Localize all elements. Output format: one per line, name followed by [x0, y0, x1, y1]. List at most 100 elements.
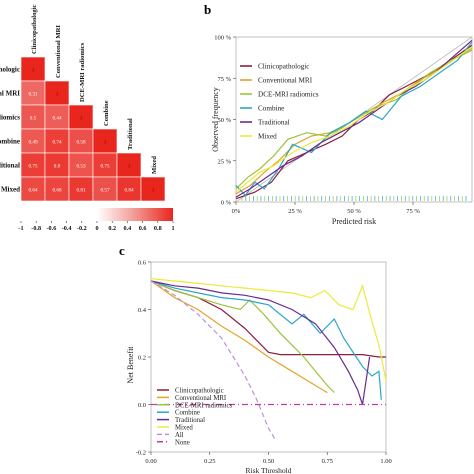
heatmap-col-label: Mixed: [151, 156, 158, 174]
dca-series-line: [150, 278, 387, 381]
legend-label: Combine: [175, 410, 200, 417]
heatmap-row-label: athologic: [0, 66, 20, 74]
x-tick-label: 25 %: [288, 208, 302, 215]
heatmap-cell-value: 0.44: [52, 116, 61, 122]
heatmap-col-label: Combine: [103, 100, 110, 126]
x-tick-label: 0.00: [145, 458, 156, 465]
legend-label: Conventional MRI: [175, 395, 227, 402]
correlation-heatmap: 1 0.31 1 0.5 0.44 1 0.49 0.74 0.58 1 0.75 0.8 0.53 0.…: [0, 4, 166, 202]
heatmap-cell: [92, 152, 118, 178]
colorbar-tick-label: -0.6: [47, 225, 57, 232]
legend-label: Mixed: [258, 133, 277, 141]
heatmap-cell-value: 0.84: [124, 188, 133, 194]
legend-label: DCE-MRI radiomics: [175, 402, 233, 409]
heatmap-cell: [20, 176, 46, 202]
heatmap-cell-value: 1: [80, 116, 83, 122]
heatmap-cell-value: 0.53: [76, 164, 85, 170]
x-tick-label: 0%: [232, 208, 241, 215]
colorbar-tick-label: 0.2: [108, 225, 116, 232]
heatmap-cell: [92, 128, 118, 154]
legend-label: Combine: [258, 105, 284, 113]
y-axis-label: Observed frequency: [211, 87, 220, 152]
colorbar-tick-label: 0: [95, 225, 98, 232]
heatmap-cell: [68, 104, 94, 130]
heatmap-col-label: Clinicopathologic: [31, 4, 38, 54]
heatmap-cell-value: 0.57: [100, 188, 109, 194]
heatmap-cell-value: 0.81: [76, 188, 85, 194]
calibration-series-line: [235, 46, 473, 193]
dca-series-line: [150, 280, 328, 394]
heatmap-col-label: DCE-MRI radiomics: [79, 42, 86, 102]
colorbar-bar: [21, 208, 173, 221]
legend-label: Traditional: [258, 119, 290, 127]
heatmap-cell: [116, 176, 142, 202]
heatmap-cell: [92, 176, 118, 202]
decision-curve-plot: -0.2 0.0 0.2 0.4 0.6 0.00 0.25 0.50 0.75 1.00 Clin…: [126, 260, 392, 474]
y-tick-label: 100 %: [214, 35, 231, 42]
y-tick-label: 0.0: [138, 402, 146, 409]
heatmap-cell: [44, 128, 70, 154]
calibration-series-line: [235, 41, 473, 197]
colorbar-tick-label: 0.4: [124, 225, 132, 232]
heatmap-cell-value: 1: [32, 68, 35, 74]
legend-label: Clinicopathologic: [175, 388, 224, 395]
calibration-plot: 0 % 25 % 50 % 75 % 100 % 0% 25 % 50 % 75 % Clinic…: [211, 35, 473, 226]
y-tick-label: 75 %: [217, 76, 231, 83]
x-tick-label: 0.50: [263, 458, 274, 465]
heatmap-cell-value: 1: [104, 140, 107, 146]
x-tick-label: 75 %: [406, 208, 420, 215]
heatmap-col-label: Conventional MRI: [55, 25, 62, 78]
heatmap-cell-value: 0.58: [76, 140, 85, 146]
heatmap-row-label: radiomics: [0, 114, 20, 122]
colorbar-tick-label: -1: [18, 225, 23, 232]
dca-series-line: [150, 280, 371, 405]
colorbar-tick-label: 1: [171, 225, 174, 232]
y-tick-label: 0.4: [138, 307, 147, 314]
y-tick-label: 0.6: [138, 260, 147, 267]
heatmap-cell-value: 0.31: [28, 92, 37, 98]
heatmap-cell-value: 1: [56, 92, 59, 98]
legend-label: Mixed: [175, 425, 193, 432]
heatmap-cell-value: 0.74: [52, 140, 61, 146]
heatmap-row-label: Mixed: [1, 186, 20, 194]
y-tick-label: 0.2: [138, 355, 146, 362]
heatmap-row-label: nal MRI: [0, 90, 20, 98]
colorbar-tick-label: 0.8: [154, 225, 162, 232]
y-tick-label: 50 %: [217, 117, 231, 124]
heatmap-cell: [20, 80, 46, 106]
x-tick-label: 0.75: [322, 458, 333, 465]
colorbar-tick-label: -0.2: [77, 225, 87, 232]
heatmap-cell-value: 0.75: [28, 164, 37, 170]
panel-c-letter: c: [119, 243, 125, 258]
heatmap-cell-value: 0.68: [52, 188, 61, 194]
legend-label: DCE-MRI radiomics: [258, 91, 319, 99]
y-axis-label: Net Benefit: [126, 346, 135, 384]
heatmap-cell: [68, 176, 94, 202]
heatmap-cell: [44, 152, 70, 178]
legend-label: Traditional: [175, 417, 205, 424]
heatmap-cell-value: 0.64: [28, 188, 37, 194]
colorbar-tick-label: -0.4: [62, 225, 72, 232]
heatmap-cell-value: 0.5: [30, 116, 37, 122]
heatmap-cell: [20, 56, 46, 82]
x-tick-label: 0.25: [204, 458, 215, 465]
heatmap-cell-value: 1: [128, 164, 131, 170]
legend-label: Conventional MRI: [258, 77, 313, 85]
heatmap-cell: [140, 176, 166, 202]
heatmap-cell-value: 0.75: [100, 164, 109, 170]
panel-b-letter: b: [204, 2, 211, 17]
x-tick-label: 50 %: [347, 208, 361, 215]
y-tick-label: 25 %: [217, 158, 231, 165]
legend-label: Clinicopathologic: [258, 63, 310, 71]
heatmap-row-label: aditional: [0, 162, 20, 170]
heatmap-row-label: Combine: [0, 138, 20, 146]
heatmap-cell-value: 1: [152, 188, 155, 194]
heatmap-cell-value: 0.49: [28, 140, 37, 146]
heatmap-col-label: Traditional: [127, 118, 134, 150]
dca-series-line: [150, 280, 335, 394]
colorbar: -1 -0.8 -0.6 -0.4 -0.2 0 0.2 0.4 0.6 0.8 1: [18, 208, 175, 232]
legend-label: None: [175, 439, 190, 446]
dca-series-line: [150, 280, 277, 441]
colorbar-tick-label: -0.8: [31, 225, 41, 232]
